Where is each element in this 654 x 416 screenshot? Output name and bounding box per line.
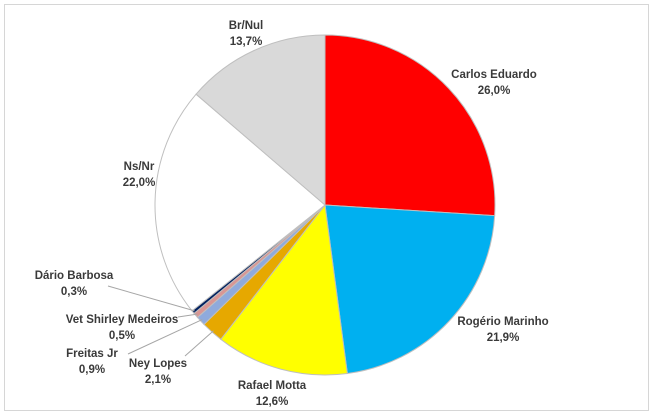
- slice-value-carlos-eduardo: 26,0%: [478, 85, 511, 97]
- pie-slice-br-nul: [195, 34, 326, 207]
- slice-value-rafael-motta: 12,6%: [256, 396, 289, 408]
- slice-label-ns-nr: Ns/Nr: [124, 161, 155, 173]
- slice-value-rogerio-marinho: 21,9%: [487, 332, 520, 344]
- slice-label-br-nul: Br/Nul: [229, 20, 264, 32]
- chart-border: [4, 4, 649, 411]
- leader-line-freitas-jr: [127, 319, 203, 355]
- pie-slice-rogerio-marinho: [324, 204, 496, 375]
- slice-label-vet-shirley-medeiros: Vet Shirley Medeiros: [66, 314, 179, 326]
- slice-label-rogerio-marinho: Rogério Marinho: [457, 316, 548, 328]
- pie-slice-ns-nr: [154, 93, 326, 312]
- slice-label-ney-lopes: Ney Lopes: [129, 358, 187, 370]
- slice-value-dario-barbosa: 0,3%: [61, 286, 87, 298]
- slice-value-vet-shirley-medeiros: 0,5%: [109, 330, 135, 342]
- slice-label-freitas-jr: Freitas Jr: [66, 348, 118, 360]
- pie-slice-carlos-eduardo: [324, 34, 496, 217]
- pie-slice-rafael-motta: [220, 203, 348, 376]
- slice-value-br-nul: 13,7%: [230, 36, 263, 48]
- leader-line-ney-lopes: [184, 330, 214, 357]
- slice-label-dario-barbosa: Dário Barbosa: [35, 270, 114, 282]
- slice-value-freitas-jr: 0,9%: [79, 364, 105, 376]
- slice-value-ns-nr: 22,0%: [123, 177, 156, 189]
- leader-line-dario-barbosa: [107, 285, 195, 312]
- slice-label-carlos-eduardo: Carlos Eduardo: [451, 69, 537, 81]
- slice-value-ney-lopes: 2,1%: [145, 374, 171, 386]
- slice-label-rafael-motta: Rafael Motta: [238, 380, 307, 392]
- leader-line-vet-shirley-medeiros: [177, 313, 198, 318]
